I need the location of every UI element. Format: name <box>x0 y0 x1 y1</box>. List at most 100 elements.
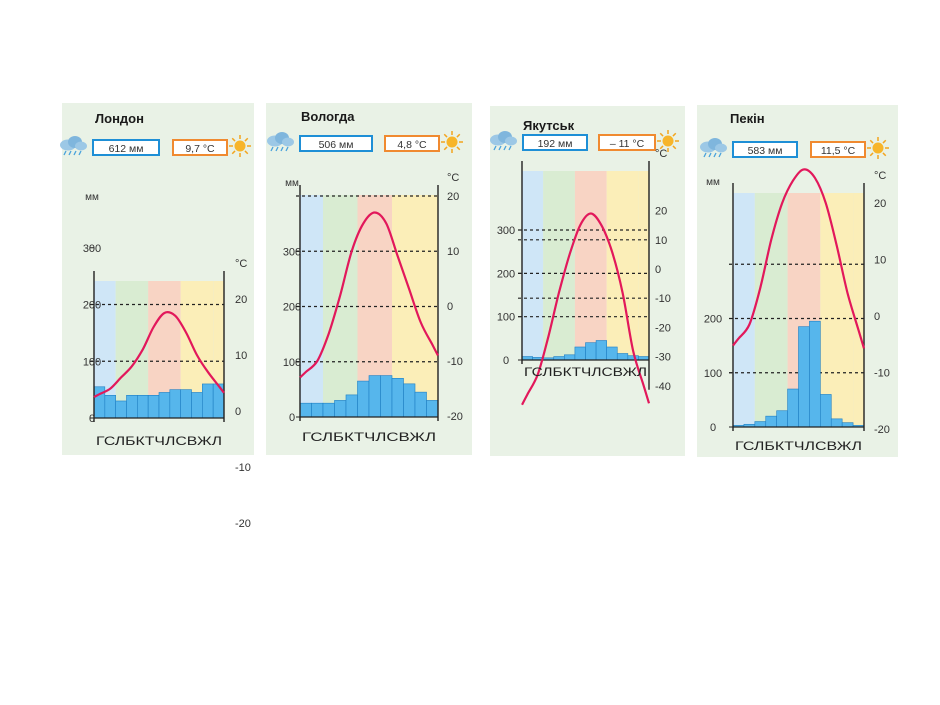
left-tick-label: 0 <box>503 355 509 367</box>
right-axis-unit: °С <box>874 170 886 182</box>
precipitation-bar <box>765 415 777 428</box>
right-tick-label: 20 <box>447 191 459 203</box>
precipitation-bar <box>787 388 799 428</box>
month-labels: ГСЛБКТЧЛСВЖЛ <box>96 436 222 448</box>
right-tick-label: 20 <box>874 198 886 210</box>
month-labels: ГСЛБКТЧЛСВЖЛ <box>524 367 647 379</box>
season-band <box>94 281 116 418</box>
precipitation-bar <box>334 400 347 418</box>
right-tick-label: -10 <box>235 462 251 474</box>
precipitation-bar <box>137 394 149 419</box>
season-band <box>426 195 438 417</box>
right-tick-label: -10 <box>874 367 890 379</box>
left-tick-label: 100 <box>283 357 301 369</box>
precipitation-bar <box>391 378 404 418</box>
precipitation-total: 583 мм <box>732 141 798 158</box>
right-tick-label: -20 <box>655 322 671 334</box>
left-axis-unit: мм <box>285 178 299 189</box>
precipitation-bar <box>820 394 832 428</box>
precipitation-bar <box>754 421 767 428</box>
precipitation-bar <box>311 402 324 418</box>
average-temperature: 4,8 °С <box>384 135 440 152</box>
precipitation-bar <box>830 418 843 428</box>
precipitation-bar <box>202 383 214 419</box>
temperature-line <box>521 212 651 406</box>
sun-icon <box>229 135 251 157</box>
left-tick-label: 300 <box>83 243 101 255</box>
average-temperature: – 11 °С <box>598 134 656 151</box>
season-band <box>754 193 788 427</box>
right-tick-label: 0 <box>655 264 661 276</box>
precipitation-bar <box>115 400 127 419</box>
left-tick-label: 100 <box>704 368 722 380</box>
city-name: Лондон <box>95 111 144 126</box>
season-band <box>853 193 864 427</box>
climate-chart-svg: 010020030020100-10-20-30-40°СГСЛБКТЧЛСВЖ… <box>490 130 679 406</box>
right-tick-label: 0 <box>235 406 241 418</box>
season-band <box>733 193 755 427</box>
precipitation-bar <box>841 422 854 428</box>
right-axis-unit: °С <box>655 148 667 160</box>
precipitation-bar <box>776 410 788 428</box>
climate-chart-panel: Вологда 506 мм 4,8 °С 0 100 200 300 мм 20 10 0 -10-… <box>266 103 472 455</box>
left-axis-unit: мм <box>706 177 720 188</box>
right-tick-label: -10 <box>655 293 671 305</box>
right-axis-unit: °С <box>447 172 459 184</box>
right-tick-label: 10 <box>874 255 886 267</box>
average-temperature: 11,5 °С <box>810 141 866 158</box>
average-temperature: 9,7 °С <box>172 139 228 156</box>
right-tick-label: 20 <box>235 294 247 306</box>
precipitation-bar <box>169 389 181 419</box>
precipitation-bar <box>158 392 171 419</box>
season-band <box>522 171 544 360</box>
left-tick-label: 0 <box>710 422 716 434</box>
precipitation-bar <box>616 353 629 361</box>
precipitation-bar <box>585 342 597 361</box>
sun-icon <box>441 131 463 153</box>
rain-cloud-icon <box>60 136 87 156</box>
precipitation-bar <box>606 346 618 361</box>
left-tick-label: 0 <box>89 413 95 425</box>
precipitation-bar <box>414 391 427 418</box>
precipitation-bar <box>368 375 381 418</box>
rain-cloud-icon <box>267 132 294 152</box>
temperature-line <box>732 168 866 349</box>
temperature-line <box>93 311 225 398</box>
climate-chart-panel: Лондон 612 мм 9,7 °С 0 100 200 300 мм 20 10 0 -10 -2… <box>60 103 254 530</box>
sun-icon <box>657 130 679 152</box>
precipitation-bar <box>564 354 576 361</box>
precipitation-bar <box>627 355 639 361</box>
precipitation-total: 612 мм <box>92 139 160 156</box>
precipitation-total: 192 мм <box>522 134 588 151</box>
precipitation-bar <box>299 402 312 418</box>
season-band <box>820 193 854 427</box>
right-tick-label: -40 <box>655 381 671 393</box>
precipitation-bar <box>126 394 138 419</box>
season-band <box>574 171 607 360</box>
right-axis-unit: °С <box>235 258 247 270</box>
precipitation-bar <box>191 392 203 419</box>
right-tick-label: -20 <box>235 518 251 530</box>
left-tick-label: 200 <box>283 302 301 314</box>
right-tick-label: -30 <box>655 352 671 364</box>
temperature-line <box>299 211 439 379</box>
left-tick-label: 100 <box>83 356 101 368</box>
precipitation-bar <box>426 400 439 418</box>
season-band <box>543 171 575 360</box>
right-tick-label: 10 <box>235 350 247 362</box>
precipitation-bar <box>180 389 192 419</box>
left-tick-label: 200 <box>497 268 515 280</box>
left-tick-label: 300 <box>283 246 301 258</box>
season-band <box>638 171 649 360</box>
precipitation-bar <box>104 394 116 419</box>
city-name: Якутськ <box>523 118 575 133</box>
precipitation-bar <box>147 394 160 419</box>
left-tick-label: 300 <box>497 225 515 237</box>
right-tick-label: -10 <box>447 356 463 368</box>
precipitation-bar <box>798 326 810 428</box>
rain-cloud-icon <box>490 131 517 151</box>
right-tick-label: 20 <box>655 206 667 218</box>
left-tick-label: 200 <box>83 300 101 312</box>
